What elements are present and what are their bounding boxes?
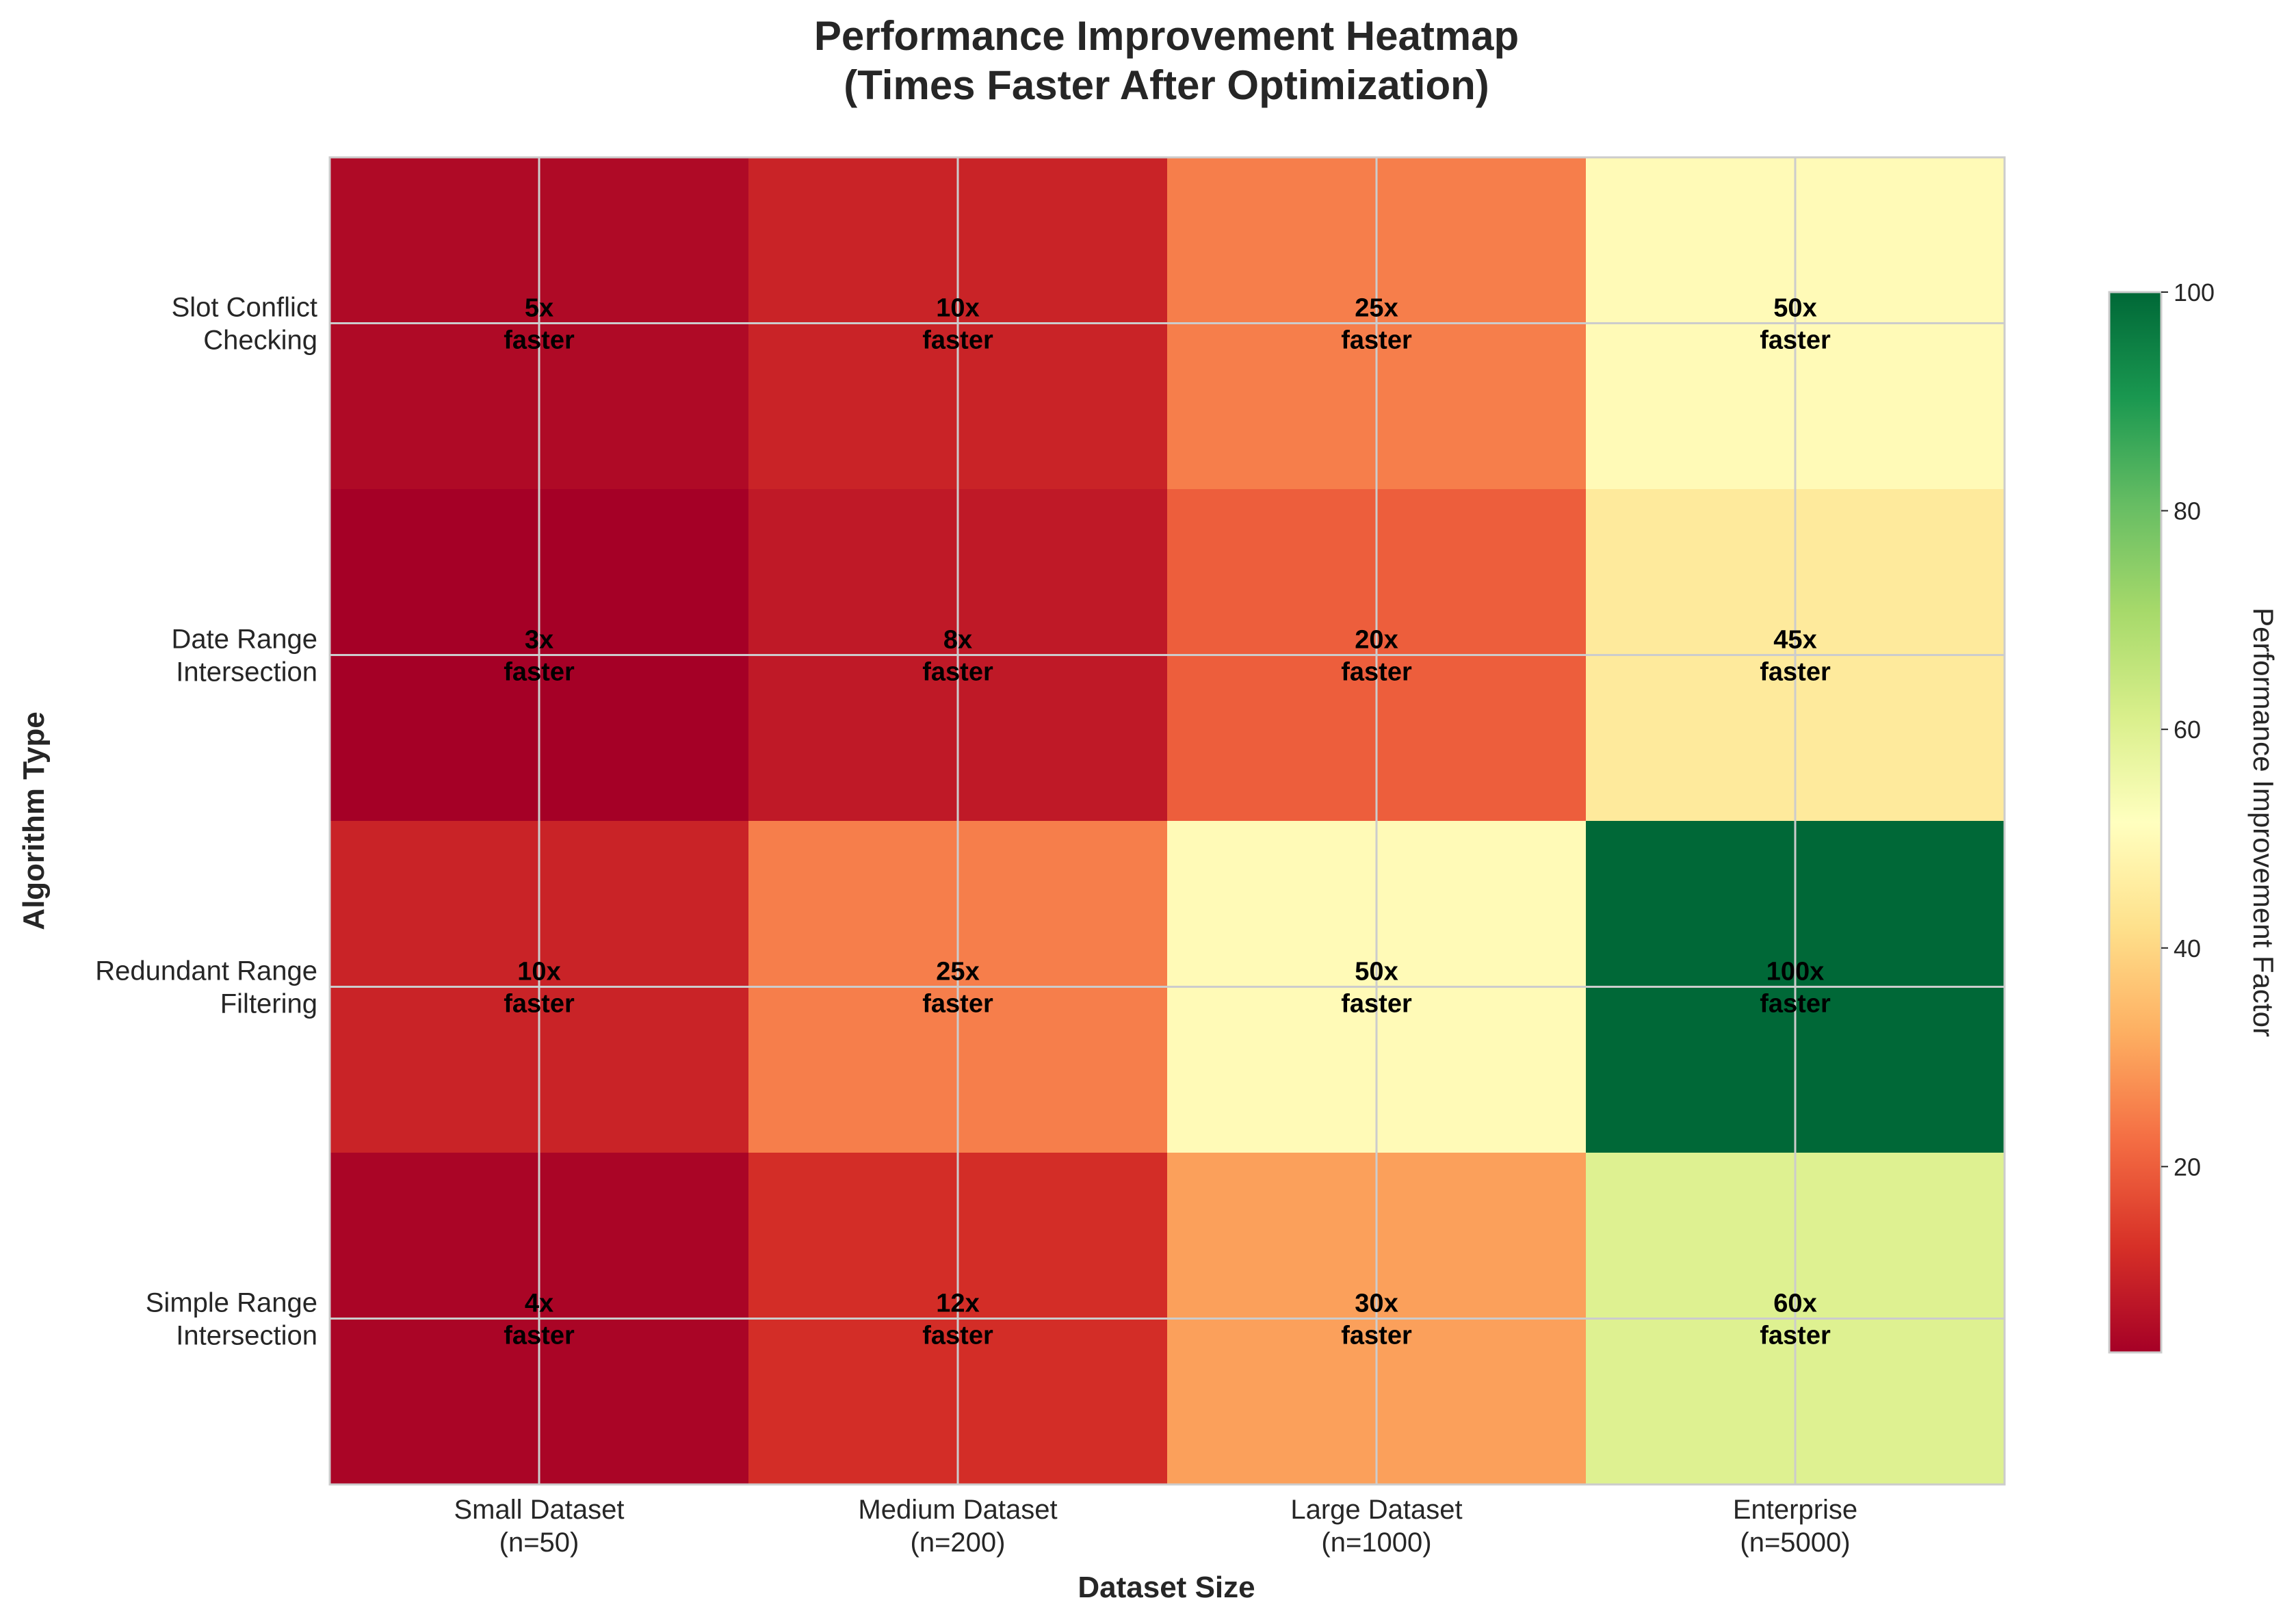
colorbar-tick-label: 40 <box>2174 934 2201 962</box>
cell-value-label: 10x <box>936 294 979 323</box>
y-axis-title: Algorithm Type <box>17 711 51 930</box>
cell-value-label: 20x <box>1355 626 1398 655</box>
heatmap-cells <box>330 157 2005 1485</box>
chart-title-line-2: (Times Faster After Optimization) <box>844 62 1489 108</box>
colorbar <box>2108 291 2163 1354</box>
cell-unit-label: faster <box>1341 1322 1412 1350</box>
cell-unit-label: faster <box>922 326 993 355</box>
x-tick-label: Small Dataset <box>454 1495 625 1525</box>
cell-unit-label: faster <box>504 658 575 687</box>
cell-labels: 5x faster 10x faster 25x faster 50x faster 3x fas… <box>504 294 1831 1350</box>
cell-unit-label: faster <box>922 658 993 687</box>
cell-value-label: 8x <box>943 626 972 655</box>
cell-unit-label: faster <box>1341 990 1412 1019</box>
cell-value-label: 5x <box>525 294 553 323</box>
x-tick-label: Medium Dataset <box>858 1495 1057 1525</box>
cell-value-label: 100x <box>1766 958 1825 986</box>
x-tick-label: (n=200) <box>911 1528 1006 1558</box>
x-tick-label: (n=50) <box>499 1528 579 1558</box>
cell-value-label: 60x <box>1773 1289 1816 1318</box>
cell-value-label: 50x <box>1355 958 1398 986</box>
cell-unit-label: faster <box>1341 658 1412 687</box>
x-tick-label: Enterprise <box>1733 1495 1857 1525</box>
cell-value-label: 12x <box>936 1289 979 1318</box>
y-tick-label: Slot Conflict <box>172 293 317 323</box>
colorbar-tick-label: 80 <box>2174 497 2201 525</box>
y-tick-label: Intersection <box>176 1321 317 1351</box>
grid-lines <box>330 157 2005 1484</box>
cell-value-label: 10x <box>517 958 560 986</box>
cell-value-label: 25x <box>1355 294 1398 323</box>
y-tick-label: Intersection <box>176 657 317 687</box>
cell-unit-label: faster <box>1760 1322 1831 1350</box>
colorbar-ticks: 20 40 60 80 100 <box>2161 278 2215 1181</box>
colorbar-tick-label: 60 <box>2174 716 2201 744</box>
cell-unit-label: faster <box>504 326 575 355</box>
x-tick-label: Large Dataset <box>1290 1495 1462 1525</box>
cell-unit-label: faster <box>922 1322 993 1350</box>
cell-unit-label: faster <box>1341 326 1412 355</box>
y-tick-label: Date Range <box>172 625 317 655</box>
cell-value-label: 25x <box>936 958 979 986</box>
cell-unit-label: faster <box>504 1322 575 1350</box>
cell-value-label: 4x <box>525 1289 553 1318</box>
cell-value-label: 30x <box>1355 1289 1398 1318</box>
colorbar-label: Performance Improvement Factor <box>2247 607 2280 1037</box>
y-tick-label: Redundant Range <box>95 956 317 986</box>
x-tick-label: (n=5000) <box>1740 1528 1850 1558</box>
colorbar-tick-label: 20 <box>2174 1153 2201 1181</box>
cell-value-label: 50x <box>1773 294 1816 323</box>
cell-unit-label: faster <box>1760 658 1831 687</box>
x-axis-title: Dataset Size <box>1078 1571 1255 1604</box>
cell-value-label: 3x <box>525 626 553 655</box>
cell-unit-label: faster <box>922 990 993 1019</box>
cell-value-label: 45x <box>1773 626 1816 655</box>
x-tick-labels: Small Dataset(n=50) Medium Dataset(n=200)… <box>454 1495 1858 1558</box>
y-tick-label: Filtering <box>220 989 317 1019</box>
cell-unit-label: faster <box>1760 990 1831 1019</box>
plot-frame <box>328 156 2006 1486</box>
cell-unit-label: faster <box>504 990 575 1019</box>
y-tick-label: Simple Range <box>146 1288 317 1318</box>
y-tick-label: Checking <box>203 326 317 356</box>
cell-unit-label: faster <box>1760 326 1831 355</box>
x-tick-label: (n=1000) <box>1321 1528 1431 1558</box>
chart-title-line-1: Performance Improvement Heatmap <box>814 13 1519 59</box>
colorbar-tick-label: 100 <box>2174 278 2215 306</box>
